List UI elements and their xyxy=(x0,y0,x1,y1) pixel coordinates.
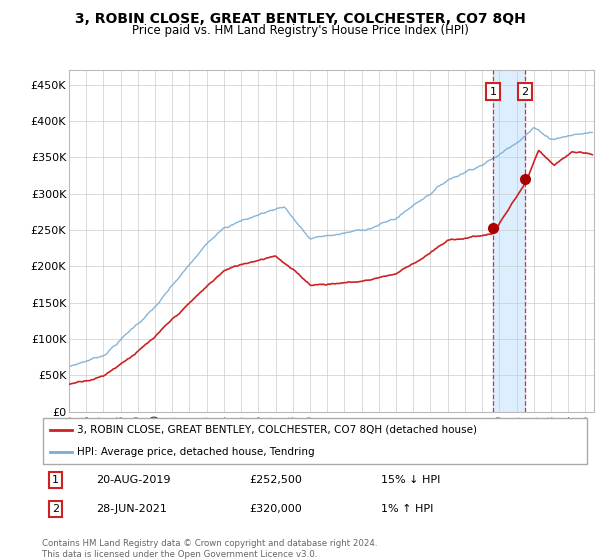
Text: Price paid vs. HM Land Registry's House Price Index (HPI): Price paid vs. HM Land Registry's House … xyxy=(131,24,469,37)
Text: Contains HM Land Registry data © Crown copyright and database right 2024.
This d: Contains HM Land Registry data © Crown c… xyxy=(42,539,377,559)
Bar xyxy=(493,70,525,412)
FancyBboxPatch shape xyxy=(43,418,587,464)
Text: £252,500: £252,500 xyxy=(250,475,302,484)
Text: 3, ROBIN CLOSE, GREAT BENTLEY, COLCHESTER, CO7 8QH (detached house): 3, ROBIN CLOSE, GREAT BENTLEY, COLCHESTE… xyxy=(77,424,478,435)
Text: HPI: Average price, detached house, Tendring: HPI: Average price, detached house, Tend… xyxy=(77,447,315,458)
Text: 1: 1 xyxy=(490,87,497,97)
Text: 20-AUG-2019: 20-AUG-2019 xyxy=(97,475,171,484)
Text: 2: 2 xyxy=(52,505,59,514)
Text: £320,000: £320,000 xyxy=(250,505,302,514)
Text: 2: 2 xyxy=(521,87,529,97)
Text: 15% ↓ HPI: 15% ↓ HPI xyxy=(380,475,440,484)
Text: 1: 1 xyxy=(52,475,59,484)
Text: 1% ↑ HPI: 1% ↑ HPI xyxy=(380,505,433,514)
Text: 28-JUN-2021: 28-JUN-2021 xyxy=(97,505,167,514)
Text: 3, ROBIN CLOSE, GREAT BENTLEY, COLCHESTER, CO7 8QH: 3, ROBIN CLOSE, GREAT BENTLEY, COLCHESTE… xyxy=(74,12,526,26)
